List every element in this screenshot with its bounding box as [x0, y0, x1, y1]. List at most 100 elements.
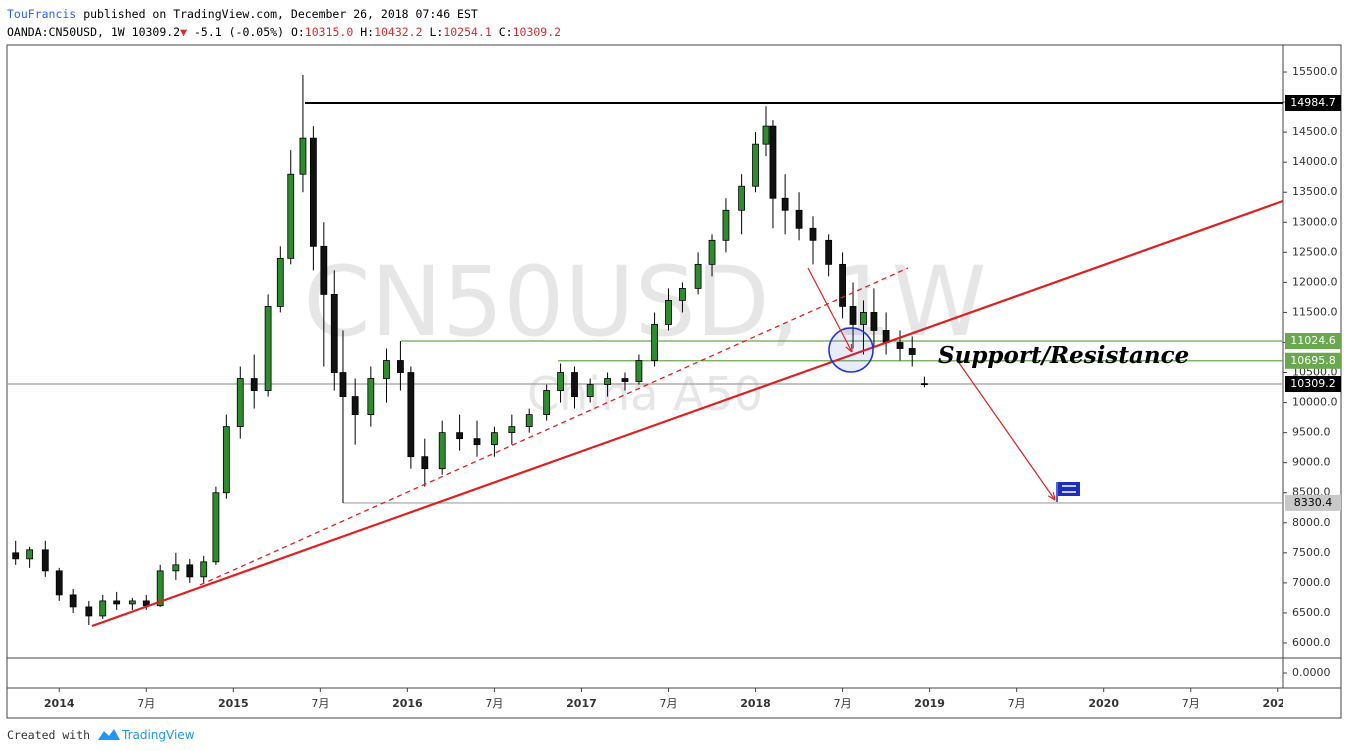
candle-body — [69, 594, 77, 608]
change: -5.1 (-0.05%) — [194, 25, 284, 39]
candle-body — [694, 263, 702, 289]
price-label-box — [1285, 352, 1341, 369]
y-tick-label: 13000.0 — [1292, 215, 1338, 228]
candle-body — [651, 324, 658, 361]
x-tick-label: 7月 — [1008, 697, 1026, 710]
price-label: 10309.2 — [1290, 377, 1336, 390]
y-tick-label: 7500.0 — [1292, 546, 1331, 559]
candle-body — [351, 396, 359, 416]
candle-body — [299, 137, 307, 175]
candle-body — [635, 360, 643, 382]
y-tick-label: 15500.0 — [1292, 65, 1338, 78]
candle-body — [236, 378, 244, 428]
candle-body — [212, 492, 220, 563]
x-tick-label: 2017 — [566, 697, 597, 710]
candle-body — [781, 197, 789, 211]
candle-body — [473, 438, 481, 446]
candle-body — [738, 185, 746, 211]
y-tick-label: 11500.0 — [1292, 305, 1338, 318]
candle-body — [339, 372, 347, 397]
candle-body — [172, 564, 180, 572]
candle-body — [26, 549, 34, 560]
published: published on TradingView.com, December 2… — [83, 7, 478, 21]
x-tick-label: 2020 — [1088, 697, 1119, 710]
symbol-line: OANDA:CN50USD, 1W 10309.2▼ -5.1 (-0.05%)… — [7, 25, 561, 39]
x-tick-label: 2016 — [392, 697, 423, 710]
symbol: OANDA:CN50USD, 1W — [7, 25, 125, 39]
candle-body — [421, 456, 429, 470]
candle-body — [722, 209, 730, 241]
watermark: CN50USD, 1W — [303, 246, 986, 358]
candle-body — [604, 378, 611, 385]
candle-body — [12, 552, 20, 560]
candle-body — [330, 294, 338, 373]
x-tick-label: 7月 — [834, 697, 852, 710]
y-tick-label: 9500.0 — [1292, 426, 1331, 439]
price-label: 10695.8 — [1290, 354, 1336, 367]
ohlc-value: 10309.2 — [513, 25, 561, 39]
candle-body — [839, 263, 846, 307]
arrow-head — [1047, 492, 1056, 501]
x-tick-label: 2021 — [1262, 697, 1293, 710]
author: TouFrancis — [7, 7, 76, 21]
watermark: China A50 — [527, 367, 763, 421]
candle-body — [397, 360, 404, 373]
candle-body — [557, 372, 564, 391]
candle-body — [621, 378, 629, 382]
x-tick-label: 7月 — [311, 697, 329, 710]
change-arrow: ▼ — [180, 25, 187, 39]
axes: 6000.06500.07000.07500.08000.08500.09000… — [44, 65, 1341, 710]
ohlc-value: 10254.1 — [443, 25, 492, 39]
candle-body — [586, 384, 594, 397]
annotation: Support/Resistance — [938, 342, 1189, 369]
ohlc-label: O: — [291, 25, 305, 39]
candle-body — [287, 173, 295, 259]
x-tick-label: 2014 — [44, 697, 75, 710]
candle-body — [870, 312, 878, 331]
candle-body — [309, 137, 317, 247]
candle-body — [367, 378, 375, 416]
candle-body — [264, 306, 272, 391]
candle-body — [809, 227, 817, 241]
candle-body — [825, 239, 833, 265]
volume-tick-label: 0.0000 — [1292, 666, 1331, 679]
candle-body — [85, 606, 93, 617]
y-tick-label: 8000.0 — [1292, 516, 1331, 529]
candle-body — [456, 432, 464, 440]
header-line: TouFrancis published on TradingView.com,… — [7, 7, 478, 21]
candle-body — [222, 426, 230, 494]
candle-body — [665, 300, 672, 325]
footer-brand: TradingView — [121, 728, 195, 742]
ohlc-value: 10315.0 — [305, 25, 354, 39]
candle-body — [679, 287, 686, 301]
candle-body — [99, 600, 107, 617]
candle-body — [200, 561, 208, 578]
candle-body — [491, 432, 498, 446]
price-label-box — [1285, 95, 1341, 112]
price-label: 8330.4 — [1294, 496, 1333, 509]
flag — [1058, 482, 1080, 496]
price-label-box — [1285, 494, 1341, 511]
x-axis: 2014 7月 2015 7月 2016 7月 2017 7月 2018 7月 2019 7月 2020… — [44, 688, 1293, 710]
y-tick-label: 6000.0 — [1292, 636, 1331, 649]
candle-body — [849, 306, 857, 325]
candle-body — [250, 378, 258, 391]
tv-logo — [98, 729, 120, 740]
flag-mark — [1062, 485, 1076, 493]
x-tick-label: 7月 — [1182, 697, 1200, 710]
y-tick-label: 12500.0 — [1292, 245, 1338, 258]
trendline-dashed — [199, 267, 909, 586]
x-tick-label: 2015 — [218, 697, 249, 710]
candle-body — [320, 245, 328, 295]
y-tick-label: 12000.0 — [1292, 275, 1338, 288]
plot: Support/Resistance — [7, 75, 1283, 628]
y-tick-label: 13500.0 — [1292, 185, 1338, 198]
y-tick-label: 7000.0 — [1292, 576, 1331, 589]
y-tick-label: 10000.0 — [1292, 396, 1338, 409]
price-label-box — [1285, 376, 1341, 393]
candle-body — [882, 330, 890, 343]
last-price: 10309.2 — [132, 25, 180, 39]
price-label: 11024.6 — [1290, 334, 1336, 347]
